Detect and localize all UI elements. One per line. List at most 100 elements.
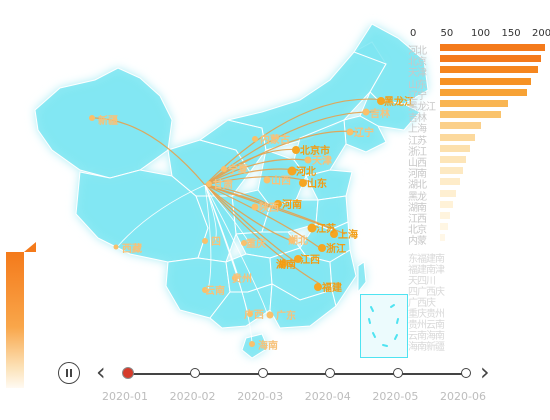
- timeline-node[interactable]: [392, 368, 403, 378]
- city-dot[interactable]: [287, 166, 297, 176]
- flow-line: [117, 184, 206, 247]
- city-dot[interactable]: [318, 244, 326, 252]
- province-xinjiang[interactable]: [34, 67, 173, 179]
- ranking-row[interactable]: 山西: [408, 156, 550, 169]
- city-dot[interactable]: [274, 200, 282, 208]
- city-dot[interactable]: [377, 97, 385, 105]
- ranking-row[interactable]: 湖北: [408, 178, 550, 191]
- province-fujian[interactable]: [329, 249, 357, 308]
- city-dot[interactable]: [206, 181, 212, 187]
- province-heilongjiang[interactable]: [353, 23, 429, 105]
- city-dot[interactable]: [221, 166, 227, 172]
- city-dot[interactable]: [232, 275, 238, 281]
- ranking-bar[interactable]: [440, 178, 460, 186]
- city-dot[interactable]: [266, 311, 274, 319]
- ranking-bar[interactable]: [440, 223, 448, 231]
- city-dot[interactable]: [241, 240, 247, 246]
- ranking-bar[interactable]: [440, 156, 466, 163]
- pause-button[interactable]: [58, 362, 80, 384]
- timeline-track[interactable]: [128, 373, 468, 375]
- city-dot[interactable]: [304, 156, 312, 164]
- ranking-row[interactable]: 浙江: [408, 144, 550, 158]
- ranking-bar[interactable]: [440, 100, 508, 107]
- timeline-node[interactable]: [190, 368, 201, 378]
- axis-tick-label: 150: [501, 28, 521, 39]
- ranking-bar[interactable]: [440, 212, 451, 219]
- city-dot[interactable]: [330, 230, 338, 238]
- timeline-label[interactable]: 2020-05: [372, 390, 419, 403]
- timeline-label[interactable]: 2020-06: [440, 390, 486, 403]
- timeline-node[interactable]: [325, 368, 336, 378]
- ranking-row[interactable]: 北京: [408, 55, 550, 68]
- city-dot[interactable]: [263, 176, 271, 184]
- ranking-row[interactable]: 江西: [408, 212, 550, 225]
- city-dot[interactable]: [113, 244, 119, 250]
- ranking-bar[interactable]: [440, 144, 470, 152]
- city-dot[interactable]: [307, 223, 317, 233]
- city-dot[interactable]: [346, 128, 354, 136]
- ranking-row[interactable]: 山东: [408, 77, 550, 91]
- city-label: 山西: [271, 174, 291, 187]
- ranking-row[interactable]: 天津: [408, 66, 550, 79]
- city-dot[interactable]: [202, 238, 208, 244]
- city-dot[interactable]: [252, 136, 258, 142]
- ranking-bar[interactable]: [440, 122, 482, 130]
- city-label: 四: [211, 236, 221, 248]
- ranking-bar[interactable]: [440, 200, 454, 208]
- timeline-label[interactable]: 2020-01: [102, 390, 148, 403]
- ranking-bar[interactable]: [440, 55, 541, 63]
- timeline-label[interactable]: 2020-04: [304, 390, 351, 403]
- ranking-row[interactable]: 河北: [408, 44, 550, 57]
- ranking-bar[interactable]: [440, 88, 528, 96]
- ranking-row[interactable]: 湖南: [408, 200, 550, 214]
- ranking-bar[interactable]: [440, 234, 446, 242]
- city-dot[interactable]: [314, 283, 322, 291]
- ranking-row[interactable]: 北京: [408, 223, 550, 236]
- flow-line: [204, 184, 296, 243]
- timeline-node[interactable]: [460, 368, 471, 378]
- timeline-label[interactable]: 2020-02: [169, 390, 216, 403]
- ranking-row[interactable]: 内蒙: [408, 234, 550, 247]
- city-dot[interactable]: [294, 255, 302, 263]
- city-dot[interactable]: [279, 260, 287, 268]
- visual-map-gradient[interactable]: [6, 252, 24, 388]
- city-dot[interactable]: [249, 341, 255, 347]
- flow-line: [204, 158, 306, 186]
- ranking-bar[interactable]: [440, 189, 457, 197]
- ranking-label: 辽宁: [408, 90, 427, 102]
- city-dot[interactable]: [202, 287, 208, 293]
- chevron-left-icon[interactable]: ‹: [96, 358, 106, 386]
- timeline-label[interactable]: 2020-03: [237, 390, 284, 403]
- ranking-bar[interactable]: [440, 77, 531, 85]
- province-shandong[interactable]: [305, 169, 353, 201]
- chevron-right-icon[interactable]: ›: [480, 358, 490, 386]
- ranking-bar[interactable]: [440, 66, 538, 74]
- ranking-row[interactable]: 江苏: [408, 133, 550, 147]
- city-dot[interactable]: [247, 311, 253, 317]
- ranking-bar[interactable]: [440, 44, 546, 51]
- city-dot[interactable]: [292, 146, 300, 154]
- city-dot[interactable]: [89, 115, 95, 121]
- city-dot[interactable]: [251, 203, 259, 211]
- timeline-node[interactable]: [121, 367, 134, 379]
- ranking-row[interactable]: 辽宁: [408, 88, 550, 102]
- province-hainan[interactable]: [241, 333, 269, 359]
- ranking-row[interactable]: 黑龙: [408, 189, 550, 203]
- ranking-bar[interactable]: [440, 133, 475, 141]
- ranking-bar[interactable]: [440, 111, 501, 119]
- city-dot[interactable]: [299, 179, 307, 187]
- city-dot[interactable]: [288, 236, 296, 244]
- ranking-row[interactable]: 黑龙江: [408, 100, 550, 113]
- island-dashes: [368, 304, 399, 347]
- city-label: 山东: [307, 177, 327, 190]
- province-taiwan[interactable]: [357, 261, 367, 294]
- timeline-node[interactable]: [257, 368, 268, 378]
- city-label: 内蒙古: [260, 133, 290, 146]
- city-label: 宁夏: [228, 163, 249, 176]
- ranking-row[interactable]: 上海: [408, 122, 550, 135]
- ranking-row[interactable]: 吉林: [408, 111, 550, 124]
- ranking-row[interactable]: 河南: [408, 167, 550, 180]
- ranking-bar[interactable]: [440, 167, 463, 175]
- city-dot[interactable]: [362, 108, 370, 116]
- visual-map-handle[interactable]: [24, 242, 36, 252]
